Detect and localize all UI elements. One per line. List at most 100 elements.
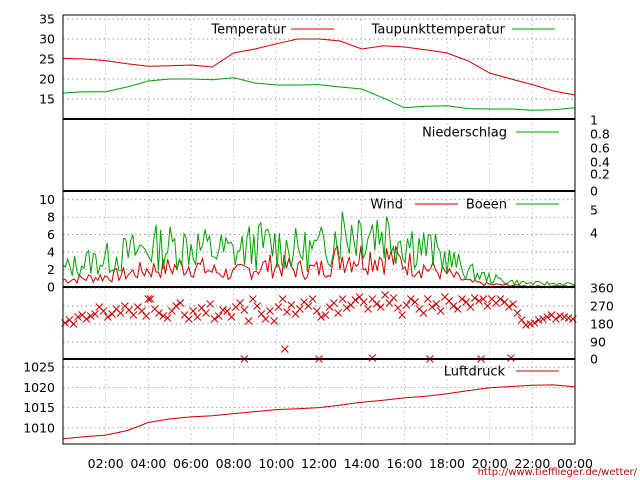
x-tick-label: 02:00: [88, 456, 124, 471]
wind-direction-markers: [61, 291, 577, 363]
right-tick-label: 360: [590, 281, 614, 296]
tick-layer: 02:00 04:00 06:00 08:00 10:00 12:00 14:00 16:00…: [23, 12, 614, 472]
direction-marker: [372, 300, 381, 308]
direction-marker: [330, 299, 338, 307]
y-tick-label: 8: [47, 210, 55, 225]
direction-marker: [189, 307, 197, 315]
y-tick-label: 1015: [23, 400, 55, 415]
right-tick-label: 180: [590, 317, 614, 332]
right-tick-label: 270: [590, 299, 614, 314]
direction-marker: [355, 293, 364, 301]
y-tick-label: 2: [47, 262, 55, 277]
direction-marker: [257, 310, 266, 318]
direction-marker: [458, 295, 466, 303]
y-tick-label: 1020: [23, 380, 55, 395]
plot-frame: [62, 14, 576, 445]
direction-marker: [313, 307, 321, 315]
y-tick-label: 4: [47, 245, 55, 260]
direction-marker: [377, 303, 385, 311]
direction-marker: [91, 310, 99, 318]
direction-marker: [86, 312, 95, 320]
direction-marker: [227, 313, 236, 321]
direction-marker: [402, 301, 411, 309]
direction-marker: [479, 295, 488, 303]
right-tick-label: 4: [590, 226, 598, 241]
direction-marker: [385, 299, 394, 307]
right-tick-label: 0.6: [590, 141, 610, 156]
x-tick-label: 08:00: [216, 456, 252, 471]
direction-marker: [432, 300, 441, 308]
legend-layer: Temperatur Taupunkttemperatur Niederschlag…: [210, 23, 559, 380]
direction-marker: [236, 299, 244, 307]
direction-marker: [253, 302, 261, 310]
x-tick-label: 06:00: [173, 456, 209, 471]
right-tick-label: 0.2: [590, 167, 610, 182]
direction-marker: [334, 309, 343, 317]
direction-marker: [214, 312, 223, 320]
direction-marker: [364, 305, 372, 313]
legend-label: Wind: [370, 198, 403, 213]
y-tick-label: 1025: [23, 360, 55, 375]
legend-label: Taupunkttemperatur: [371, 23, 506, 38]
series-line: [62, 38, 576, 96]
direction-marker: [274, 303, 283, 311]
direction-marker: [281, 345, 289, 353]
direction-marker: [197, 304, 206, 312]
direction-marker: [445, 297, 453, 305]
direction-marker: [411, 298, 419, 306]
right-tick-label: 5: [590, 203, 598, 218]
y-tick-label: 30: [39, 32, 55, 47]
direction-marker: [142, 312, 151, 320]
direction-marker: [342, 304, 351, 312]
frame-layer: [62, 14, 576, 445]
direction-marker: [530, 319, 539, 327]
source-url: http://www.tiefflieger.de/wetter/: [478, 467, 638, 478]
direction-marker: [103, 313, 112, 321]
legend-label: Niederschlag: [422, 126, 507, 141]
x-tick-label: 14:00: [344, 456, 380, 471]
direction-marker: [423, 295, 432, 303]
direction-marker: [500, 298, 509, 306]
x-tick-label: 20:00: [472, 456, 508, 471]
direction-marker: [368, 295, 377, 303]
direction-marker: [266, 307, 274, 315]
y-tick-label: 1010: [23, 420, 55, 435]
direction-marker: [278, 295, 287, 303]
direction-marker: [206, 300, 215, 308]
right-tick-label: 0.4: [590, 155, 610, 170]
direction-marker: [475, 297, 483, 305]
direction-marker: [69, 320, 78, 328]
direction-marker: [129, 311, 138, 319]
x-tick-label: 04:00: [130, 456, 166, 471]
direction-marker: [240, 306, 249, 314]
direction-marker: [406, 295, 415, 303]
direction-marker: [210, 315, 219, 323]
series-line: [62, 211, 576, 287]
x-tick-label: 00:00: [557, 456, 593, 471]
direction-marker: [304, 302, 313, 310]
direction-marker: [338, 295, 347, 303]
direction-marker: [509, 300, 517, 308]
direction-marker: [470, 294, 479, 302]
direction-marker: [517, 316, 526, 324]
direction-marker: [261, 315, 270, 323]
series-line: [62, 245, 576, 288]
direction-marker: [159, 312, 168, 320]
direction-marker: [283, 308, 291, 316]
right-tick-label: 0: [590, 352, 598, 367]
direction-marker: [108, 310, 116, 318]
legend-label: Luftdruck: [444, 365, 506, 380]
direction-marker: [347, 301, 355, 309]
direction-marker: [505, 303, 513, 311]
direction-marker: [202, 309, 210, 317]
y-tick-label: 10: [39, 192, 55, 207]
direction-marker: [125, 306, 133, 314]
right-tick-label: 0.8: [590, 127, 610, 142]
direction-marker: [82, 315, 91, 323]
grid-layer: [63, 15, 575, 444]
direction-marker: [295, 305, 304, 313]
direction-marker: [270, 317, 279, 325]
direction-marker: [449, 302, 458, 310]
direction-marker: [244, 317, 253, 325]
